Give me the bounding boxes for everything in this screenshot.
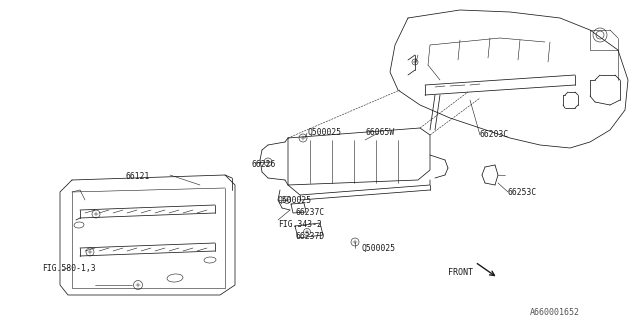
Text: 66121: 66121 (126, 172, 150, 181)
Text: 66253C: 66253C (508, 188, 537, 197)
Text: Q500025: Q500025 (362, 244, 396, 253)
Text: FRONT: FRONT (448, 268, 473, 277)
Text: 66065W: 66065W (365, 128, 394, 137)
Text: 66237C: 66237C (295, 208, 324, 217)
Text: 66226: 66226 (252, 160, 276, 169)
Text: Q500025: Q500025 (278, 196, 312, 205)
Text: 66237D: 66237D (295, 232, 324, 241)
Text: A660001652: A660001652 (530, 308, 580, 317)
Text: Q500025: Q500025 (307, 128, 341, 137)
Text: FIG.580-1,3: FIG.580-1,3 (42, 264, 95, 273)
Text: FIG.343-2: FIG.343-2 (278, 220, 322, 229)
Text: 66203C: 66203C (480, 130, 509, 139)
